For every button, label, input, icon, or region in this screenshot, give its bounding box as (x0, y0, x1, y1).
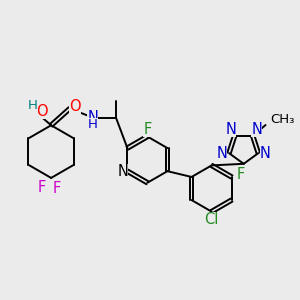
Text: N: N (225, 122, 236, 137)
Text: O: O (69, 100, 81, 115)
Text: N: N (260, 146, 271, 161)
Text: O: O (36, 104, 48, 119)
Text: N: N (117, 164, 128, 179)
Text: F: F (236, 167, 245, 182)
Text: F: F (52, 181, 60, 196)
Text: H: H (28, 99, 38, 112)
Text: F: F (38, 180, 46, 195)
Text: N: N (251, 122, 262, 137)
Text: N: N (87, 110, 98, 125)
Text: N: N (217, 146, 227, 161)
Text: H: H (88, 118, 98, 131)
Text: Cl: Cl (204, 212, 219, 227)
Text: CH₃: CH₃ (270, 113, 295, 126)
Text: F: F (143, 122, 152, 137)
